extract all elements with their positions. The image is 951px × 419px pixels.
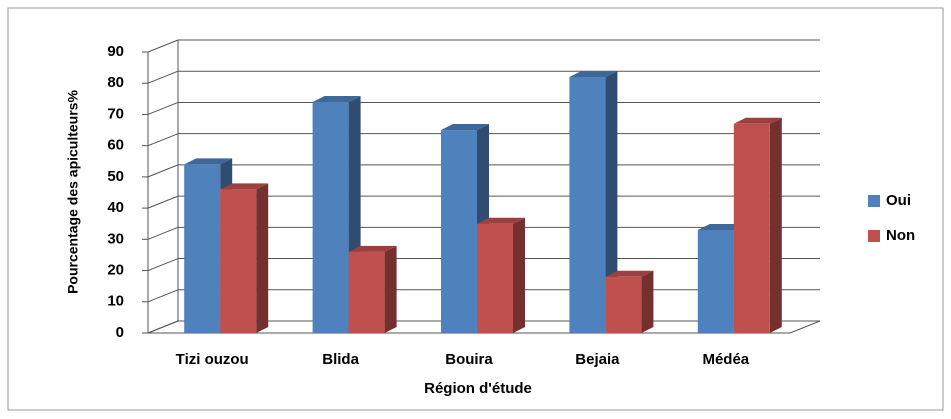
x-tick-label: Tizi ouzou bbox=[176, 351, 249, 368]
bar-top bbox=[312, 95, 361, 102]
grid-side bbox=[147, 289, 179, 303]
bar bbox=[697, 229, 734, 333]
y-tick-label: 30 bbox=[107, 230, 124, 247]
bar-top bbox=[348, 245, 397, 252]
grid-side bbox=[147, 226, 179, 240]
grid-side bbox=[147, 133, 179, 147]
legend-label: Non bbox=[886, 227, 915, 244]
grid-side bbox=[147, 258, 179, 272]
bar-side bbox=[256, 183, 269, 333]
y-tick-label: 50 bbox=[107, 168, 124, 185]
grid-side bbox=[147, 164, 179, 178]
legend-label: Oui bbox=[886, 192, 911, 209]
bar-top bbox=[220, 183, 269, 190]
bar-side bbox=[384, 245, 397, 333]
y-tick-label: 20 bbox=[107, 262, 124, 279]
bar bbox=[605, 276, 642, 333]
y-tick-label: 60 bbox=[107, 137, 124, 154]
bar-top bbox=[184, 158, 233, 165]
bar bbox=[569, 76, 606, 333]
grid-side bbox=[147, 101, 179, 115]
bar-top bbox=[733, 117, 782, 124]
bar bbox=[477, 223, 513, 333]
bar-side bbox=[641, 270, 654, 333]
y-tick-label: 70 bbox=[107, 105, 124, 122]
x-tick-label: Bejaia bbox=[575, 351, 620, 368]
bar bbox=[184, 164, 221, 333]
y-tick-label: 90 bbox=[107, 43, 124, 60]
bar bbox=[441, 130, 477, 333]
x-tick-label: Blida bbox=[322, 351, 359, 368]
grid-side bbox=[147, 195, 179, 209]
bar-top bbox=[569, 70, 618, 77]
bar-side bbox=[513, 217, 525, 333]
y-tick-label: 10 bbox=[107, 293, 124, 310]
bar-side bbox=[605, 70, 618, 333]
bar-top bbox=[605, 270, 654, 277]
bar bbox=[733, 123, 770, 333]
y-axis-label: Pourcentage des apiculteurs% bbox=[65, 90, 81, 294]
x-tick-label: Bouira bbox=[445, 351, 493, 368]
bar bbox=[312, 101, 349, 333]
y-tick-label: 40 bbox=[107, 199, 124, 216]
y-tick-label: 0 bbox=[116, 324, 124, 341]
bar-top bbox=[441, 124, 489, 131]
bar-top bbox=[477, 217, 525, 224]
legend-swatch bbox=[868, 230, 880, 242]
y-tick-label: 80 bbox=[107, 74, 124, 91]
grid-side bbox=[147, 39, 179, 53]
bar bbox=[220, 189, 257, 333]
grid-side bbox=[147, 70, 179, 84]
bar bbox=[348, 251, 385, 333]
bar-side bbox=[769, 117, 782, 333]
x-axis-label: Région d'étude bbox=[424, 380, 532, 397]
legend-swatch bbox=[868, 195, 880, 207]
x-tick-label: Médéa bbox=[702, 351, 749, 368]
